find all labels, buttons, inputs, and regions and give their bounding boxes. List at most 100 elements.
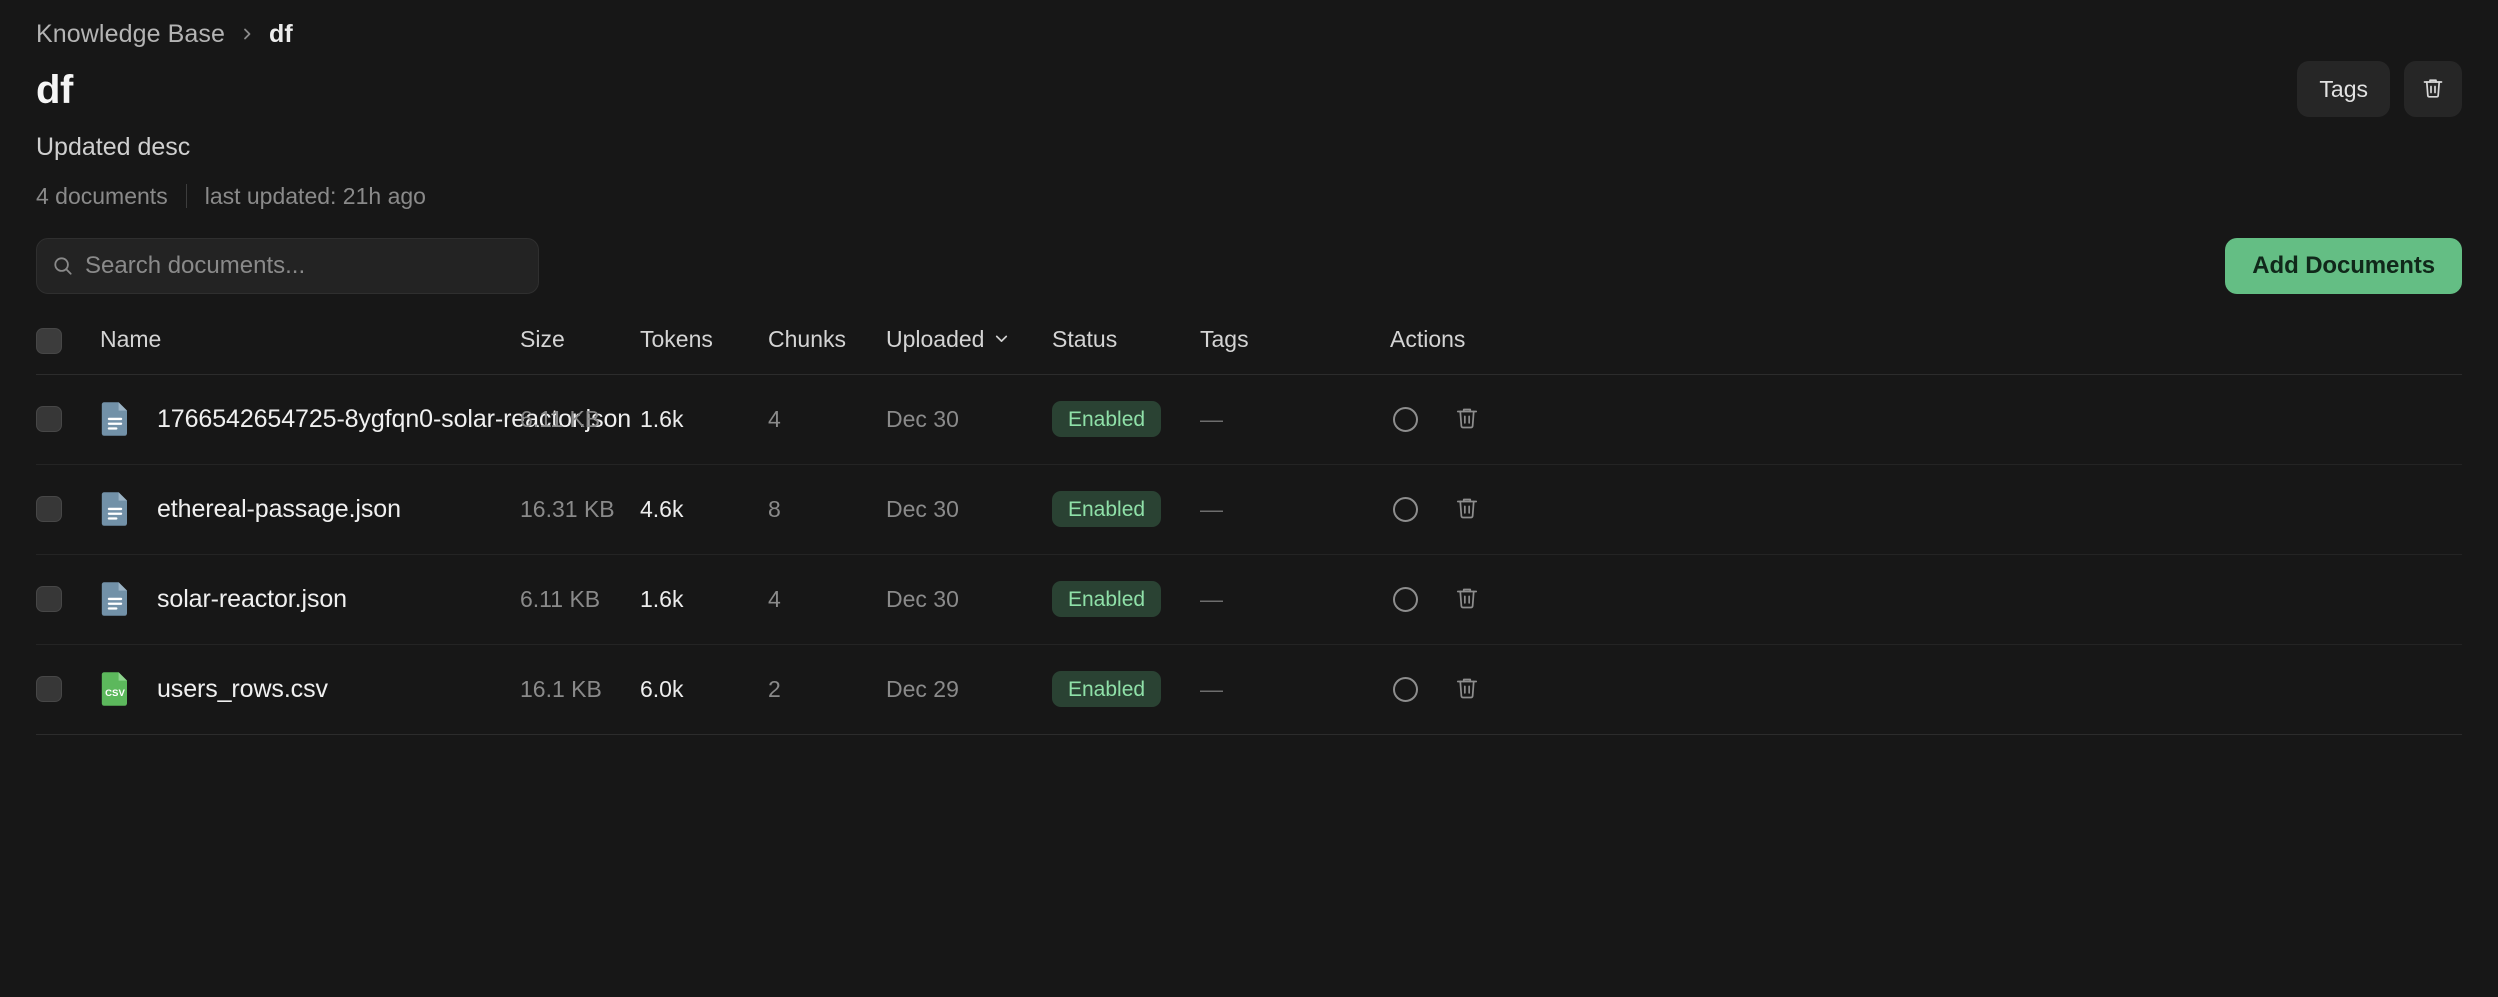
row-tokens: 1.6k [640, 374, 768, 465]
column-header-uploaded[interactable]: Uploaded [886, 316, 1052, 375]
row-chunks: 4 [768, 554, 886, 645]
trash-icon [1454, 585, 1480, 614]
row-select-cell [36, 374, 100, 465]
table-row[interactable]: solar-reactor.json 6.11 KB 1.6k 4 Dec 30 Enab… [36, 554, 2462, 645]
select-all-header [36, 316, 100, 375]
column-label-name: Name [100, 326, 162, 353]
column-header-tokens: Tokens [640, 316, 768, 375]
column-header-name: Name [100, 316, 520, 375]
row-tags: — [1200, 495, 1223, 522]
column-label-actions: Actions [1390, 326, 1466, 353]
document-name[interactable]: solar-reactor.json [157, 584, 347, 613]
row-tags: — [1200, 675, 1223, 702]
page-title: df [36, 68, 73, 112]
knowledge-base-description: Updated desc [36, 133, 191, 161]
toggle-circle-icon [1392, 496, 1418, 522]
row-select-cell [36, 464, 100, 555]
json-file-icon [101, 582, 127, 617]
delete-knowledge-base-button[interactable] [2404, 61, 2462, 117]
chevron-right-icon [239, 26, 255, 42]
row-select-cell [36, 644, 100, 735]
toggle-status-button[interactable] [1390, 404, 1420, 434]
status-badge: Enabled [1052, 401, 1162, 438]
breadcrumb: Knowledge Base df [36, 0, 2462, 47]
toggle-circle-icon [1392, 586, 1418, 612]
svg-text:CSV: CSV [105, 689, 125, 700]
row-checkbox[interactable] [36, 586, 62, 613]
trash-icon [1454, 405, 1480, 434]
search-icon [52, 255, 74, 277]
document-name[interactable]: users_rows.csv [157, 674, 328, 703]
delete-document-button[interactable] [1452, 674, 1482, 704]
row-chunks: 4 [768, 374, 886, 465]
row-tags-cell: — [1200, 374, 1368, 465]
knowledge-base-meta: 4 documents last updated: 21h ago [36, 182, 2462, 210]
row-actions-cell [1368, 374, 2462, 465]
row-uploaded: Dec 30 [886, 374, 1052, 465]
row-tags-cell: — [1200, 464, 1368, 555]
tags-button[interactable]: Tags [2297, 61, 2390, 117]
table-header: Name Size Tokens Chunks Uploaded [36, 316, 2462, 375]
status-badge: Enabled [1052, 491, 1162, 528]
document-name[interactable]: ethereal-passage.json [157, 494, 401, 523]
table-row[interactable]: ethereal-passage.json 16.31 KB 4.6k 8 Dec 30… [36, 464, 2462, 555]
row-size: 16.1 KB [520, 644, 640, 735]
delete-document-button[interactable] [1452, 404, 1482, 434]
table-row[interactable]: 1766542654725-8ygfqn0-solar-reactor.json… [36, 374, 2462, 465]
column-header-tags: Tags [1200, 316, 1368, 375]
documents-count: 4 documents [36, 183, 168, 209]
row-tags-cell: — [1200, 554, 1368, 645]
column-label-chunks: Chunks [768, 326, 846, 353]
row-status-cell: Enabled [1052, 464, 1200, 555]
json-file-icon [101, 492, 127, 527]
row-name-cell: 1766542654725-8ygfqn0-solar-reactor.json [100, 374, 631, 465]
trash-icon [1454, 495, 1480, 524]
row-tokens: 1.6k [640, 554, 768, 645]
toggle-status-button[interactable] [1390, 494, 1420, 524]
row-tokens: 6.0k [640, 644, 768, 735]
row-size: 16.31 KB [520, 464, 640, 555]
row-size: 6.11 KB [520, 374, 640, 465]
row-name-cell: CSV users_rows.csv [100, 644, 520, 735]
meta-divider [185, 184, 187, 208]
search-row: Add Documents [36, 238, 2462, 294]
delete-document-button[interactable] [1452, 494, 1482, 524]
json-file-icon [101, 402, 127, 437]
table-body: 1766542654725-8ygfqn0-solar-reactor.json… [36, 374, 2462, 735]
row-tags: — [1200, 585, 1223, 612]
table-row[interactable]: CSV users_rows.csv 16.1 KB 6.0k 2 Dec 29 Enabl… [36, 644, 2462, 735]
trash-icon [1454, 675, 1480, 704]
toggle-status-button[interactable] [1390, 584, 1420, 614]
row-select-cell [36, 554, 100, 645]
row-size: 6.11 KB [520, 554, 640, 645]
documents-table: Name Size Tokens Chunks Uploaded [36, 316, 2462, 735]
column-label-size: Size [520, 326, 565, 353]
search-input[interactable] [37, 239, 538, 293]
add-documents-button[interactable]: Add Documents [2225, 238, 2462, 294]
row-tags: — [1200, 405, 1223, 432]
column-header-status: Status [1052, 316, 1200, 375]
row-chunks: 2 [768, 644, 886, 735]
breadcrumb-current-df: df [269, 20, 293, 48]
row-tokens: 4.6k [640, 464, 768, 555]
delete-document-button[interactable] [1452, 584, 1482, 614]
chevron-down-icon [993, 326, 1010, 353]
row-checkbox[interactable] [36, 406, 62, 433]
column-label-uploaded: Uploaded [886, 326, 985, 353]
select-all-checkbox[interactable] [36, 327, 62, 354]
row-name-cell: solar-reactor.json [100, 554, 520, 645]
status-badge: Enabled [1052, 581, 1162, 618]
breadcrumb-link-knowledge-base[interactable]: Knowledge Base [36, 20, 226, 48]
toggle-status-button[interactable] [1390, 674, 1420, 704]
row-checkbox[interactable] [36, 496, 62, 523]
row-tags-cell: — [1200, 644, 1368, 735]
row-name-cell: ethereal-passage.json [100, 464, 520, 555]
search-field-wrapper[interactable] [36, 238, 539, 294]
column-label-tags: Tags [1200, 326, 1249, 353]
csv-file-icon: CSV [101, 672, 127, 707]
column-header-size: Size [520, 316, 640, 375]
row-checkbox[interactable] [36, 676, 62, 703]
row-chunks: 8 [768, 464, 886, 555]
row-actions-cell [1368, 644, 2462, 735]
